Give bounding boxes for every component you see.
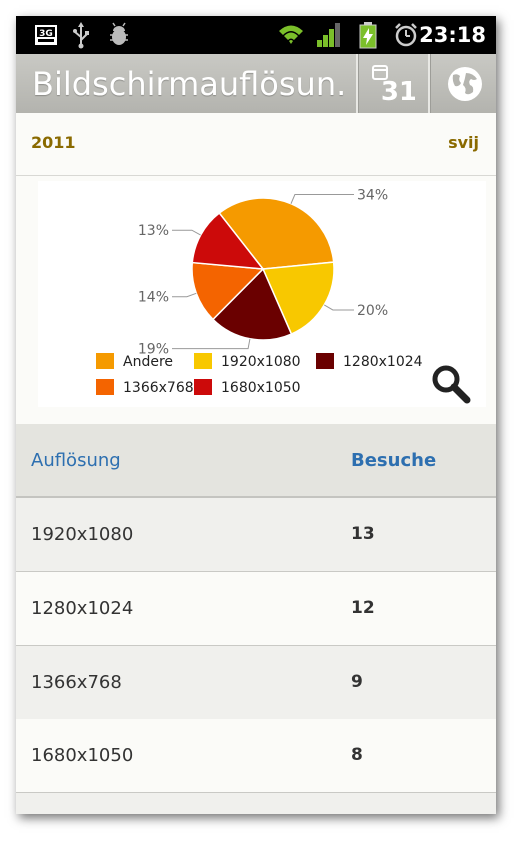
legend-swatch [316,353,334,369]
table-row[interactable]: 1366x768 9 [16,646,496,720]
pie-slice [218,197,335,270]
leader-line [323,304,354,311]
zoom-icon[interactable] [430,363,472,405]
visits-cell: 12 [351,598,375,618]
legend-swatch [194,353,212,369]
legend-label: 1680x1050 [221,380,301,396]
legend-label: 1366x768 [123,380,194,396]
leader-line [172,338,251,350]
chart-svg: 34% 20% 19% 14% 13% Andere 1920x1080 1280x1024… [96,188,423,396]
alarm-icon [395,23,417,47]
legend-swatch [96,379,114,395]
visits-cell: 9 [351,672,363,692]
leader-line [172,229,201,236]
legend-label: 1280x1024 [343,354,423,370]
clock: 23:18 [419,23,486,47]
title-bar: Bildschirmauflösun... 31 [16,54,496,113]
pie-slice [211,267,293,341]
legend-label: Andere [123,354,173,370]
percent-label: 20% [357,303,388,319]
column-header-visits[interactable]: Besuche [351,450,437,471]
page-title: Bildschirmauflösun... [32,65,347,103]
network-type: 3G [39,29,53,39]
3g-icon: 3G [35,25,57,45]
period-label[interactable]: svij [448,133,479,152]
visits-cell: 8 [351,745,363,765]
legend-swatch [96,353,114,369]
calendar-button[interactable]: 31 [356,54,428,113]
table-row[interactable]: 1280x1024 12 [16,572,496,646]
pie-chart: 34% 20% 19% 14% 13% Andere 1920x1080 1280x1024… [38,181,486,407]
column-header-resolution[interactable]: Auflösung [31,450,121,471]
resolution-cell: 1920x1080 [31,524,134,545]
leader-line [172,292,197,298]
wifi-icon [279,25,303,44]
legend-swatch [194,379,212,395]
visits-cell: 13 [351,524,375,544]
percent-label: 14% [138,290,169,306]
period-selector[interactable]: 2011 svij [16,113,496,176]
device-screen: 3G [16,16,496,814]
table-row[interactable]: 1920x1080 13 [16,498,496,572]
calendar-day: 31 [381,77,415,103]
year-label: 2011 [31,133,76,152]
battery-charging-icon [359,22,377,49]
pie-slice [261,261,335,336]
status-bar: 3G [16,16,496,54]
resolution-cell: 1366x768 [31,672,122,693]
leader-line [290,194,354,204]
percent-label: 34% [357,188,388,204]
percent-label: 19% [138,342,169,358]
debug-icon [110,22,128,45]
usb-icon [73,22,89,49]
percent-label: 13% [138,223,169,239]
resolution-cell: 1280x1024 [31,598,134,619]
table-row[interactable]: 1680x1050 8 [16,719,496,793]
globe-button[interactable] [428,54,496,113]
pie-slice [191,211,265,270]
table-row-partial [16,793,496,814]
calendar-icon: 31 [372,65,415,103]
signal-icon [317,23,340,47]
legend-label: 1920x1080 [221,354,301,370]
globe-icon [448,67,482,101]
resolution-cell: 1680x1050 [31,745,134,766]
table-header: Auflösung Besuche [16,424,496,498]
pie-slice [191,261,265,321]
